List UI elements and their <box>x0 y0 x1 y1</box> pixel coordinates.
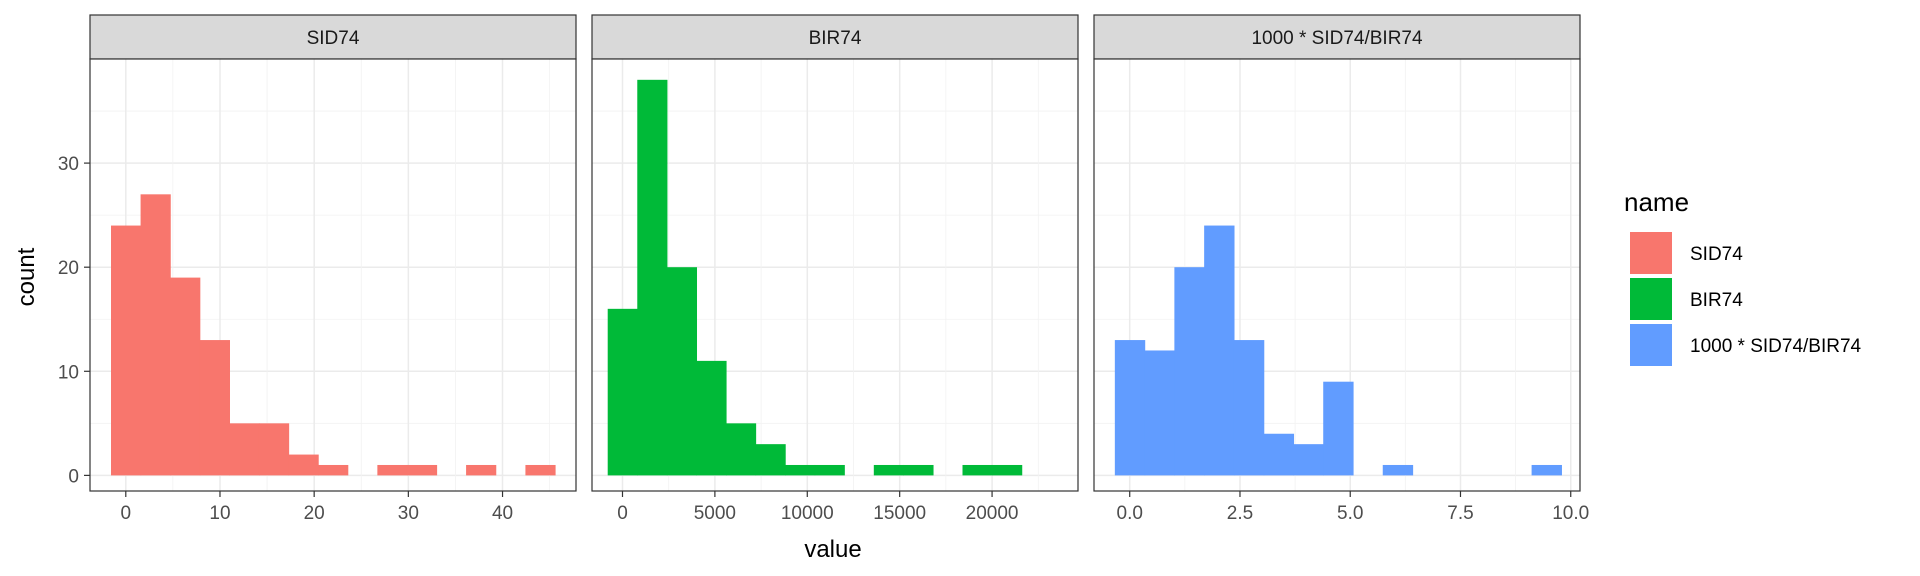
histogram-bar <box>1382 464 1414 476</box>
histogram-bar <box>785 464 816 476</box>
x-tick-label: 0.0 <box>1117 503 1143 524</box>
legend-key <box>1630 232 1672 274</box>
facet-panel: BIR74 0 5000 10000 15000 20000 <box>591 14 1079 524</box>
legend: name SID74 BIR74 1000 * SID74/BIR74 <box>1624 187 1862 366</box>
facet-strip-label: BIR74 <box>809 28 862 49</box>
x-tick-label: 40 <box>492 503 513 524</box>
y-tick-label: 20 <box>58 258 79 279</box>
histogram-bar <box>725 423 757 476</box>
histogram-bar <box>170 277 201 476</box>
legend-key <box>1630 278 1672 320</box>
legend-item: BIR74 <box>1630 278 1743 320</box>
histogram-bar <box>814 464 845 476</box>
x-tick-label: 0 <box>617 503 628 524</box>
legend-label: SID74 <box>1690 244 1743 265</box>
histogram-bar <box>992 464 1023 476</box>
histogram-bar <box>903 464 934 476</box>
x-axis-title: value <box>804 536 861 563</box>
x-tick-label: 10.0 <box>1552 503 1589 524</box>
histogram-bar <box>666 267 698 476</box>
histogram-bars <box>111 194 556 476</box>
x-tick-label: 7.5 <box>1447 503 1473 524</box>
panel-border <box>89 58 577 492</box>
y-axis: 0 10 20 30 <box>58 154 90 487</box>
histogram-bar <box>1233 340 1265 476</box>
facet-panels: SID74 0 10 20 30 40 BIR74 0 5000 10000 15000 20000 1… <box>89 14 1589 524</box>
x-tick-label: 0 <box>121 503 132 524</box>
histogram-bar <box>607 308 638 476</box>
y-tick-label: 0 <box>68 466 79 487</box>
y-tick-label: 10 <box>58 362 79 383</box>
histogram-bar <box>318 464 349 476</box>
x-tick-label: 30 <box>398 503 419 524</box>
facet-strip <box>89 14 577 60</box>
histogram-bars <box>607 79 1023 476</box>
x-tick-label: 2.5 <box>1227 503 1253 524</box>
facet-strip <box>591 14 1079 60</box>
legend-label: 1000 * SID74/BIR74 <box>1690 336 1862 357</box>
x-tick-label: 20000 <box>966 503 1019 524</box>
histogram-bar <box>1144 350 1175 476</box>
histogram-bars <box>1114 225 1562 476</box>
legend-item: SID74 <box>1630 232 1743 274</box>
legend-title: name <box>1624 187 1689 217</box>
legend-label: BIR74 <box>1690 290 1743 311</box>
histogram-bar <box>466 464 497 476</box>
y-axis-title: count <box>13 247 40 306</box>
histogram-bar <box>229 423 260 476</box>
histogram-bar <box>1323 381 1354 476</box>
facet-panel: SID74 0 10 20 30 40 <box>89 14 577 524</box>
facet-strip-label: 1000 * SID74/BIR74 <box>1251 28 1423 49</box>
histogram-bar <box>258 423 290 476</box>
y-tick-label: 30 <box>58 154 79 175</box>
histogram-bar <box>1293 444 1324 476</box>
histogram-bar <box>111 225 142 476</box>
histogram-bar <box>525 464 556 476</box>
histogram-bar <box>377 464 408 476</box>
x-tick-label: 20 <box>304 503 325 524</box>
facet-panel: 1000 * SID74/BIR74 0.0 2.5 5.0 7.5 10.0 <box>1093 14 1589 524</box>
histogram-bar <box>288 454 319 476</box>
histogram-bar <box>696 360 727 476</box>
histogram-bar <box>1114 340 1146 476</box>
histogram-bar <box>1174 267 1205 476</box>
x-tick-label: 15000 <box>873 503 926 524</box>
panel-border <box>1093 58 1581 492</box>
x-tick-label: 10 <box>209 503 230 524</box>
x-tick-label: 10000 <box>781 503 834 524</box>
histogram-bar <box>1531 464 1562 476</box>
histogram-bar <box>755 444 786 476</box>
histogram-bar <box>637 79 668 476</box>
legend-key <box>1630 324 1672 366</box>
histogram-bar <box>199 340 230 476</box>
histogram-bar <box>1263 433 1295 476</box>
x-tick-label: 5000 <box>694 503 736 524</box>
x-tick-label: 5.0 <box>1337 503 1363 524</box>
histogram-bar <box>140 194 171 476</box>
facet-strip-label: SID74 <box>307 28 360 49</box>
facet-strip <box>1093 14 1581 60</box>
histogram-bar <box>406 464 438 476</box>
legend-item: 1000 * SID74/BIR74 <box>1630 324 1862 366</box>
histogram-bar <box>873 464 904 476</box>
histogram-bar <box>962 464 993 476</box>
histogram-bar <box>1204 225 1235 476</box>
panel-border <box>591 58 1079 492</box>
